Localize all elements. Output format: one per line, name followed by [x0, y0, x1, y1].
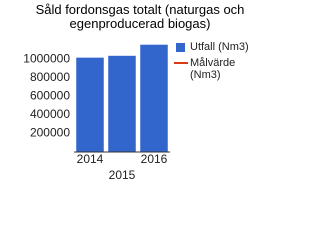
y-tick-label: 1000000 [23, 52, 70, 66]
y-tick-label: 400000 [30, 107, 70, 121]
legend-label: Utfall (Nm3) [190, 41, 249, 53]
bar [108, 55, 136, 152]
x-tick-label: 2014 [77, 152, 104, 166]
plot: 200000 400000 600000 800000 1000000 2014 2015 2… [23, 43, 188, 182]
legend-label: Målvärde (Nm3) [190, 57, 236, 81]
chart-title: Såld fordonsgas totalt (naturgas och ege… [35, 2, 245, 31]
y-tick-label: 800000 [30, 70, 70, 84]
legend-swatch [176, 43, 185, 52]
y-tick-label: 200000 [30, 126, 70, 140]
x-tick-label: 2015 [109, 168, 136, 182]
bar [76, 57, 104, 152]
bar [140, 44, 168, 153]
chart: 200000 400000 600000 800000 1000000 2014 2015 2… [23, 2, 249, 183]
x-tick-label: 2016 [141, 152, 168, 166]
y-tick-label: 600000 [30, 89, 70, 103]
